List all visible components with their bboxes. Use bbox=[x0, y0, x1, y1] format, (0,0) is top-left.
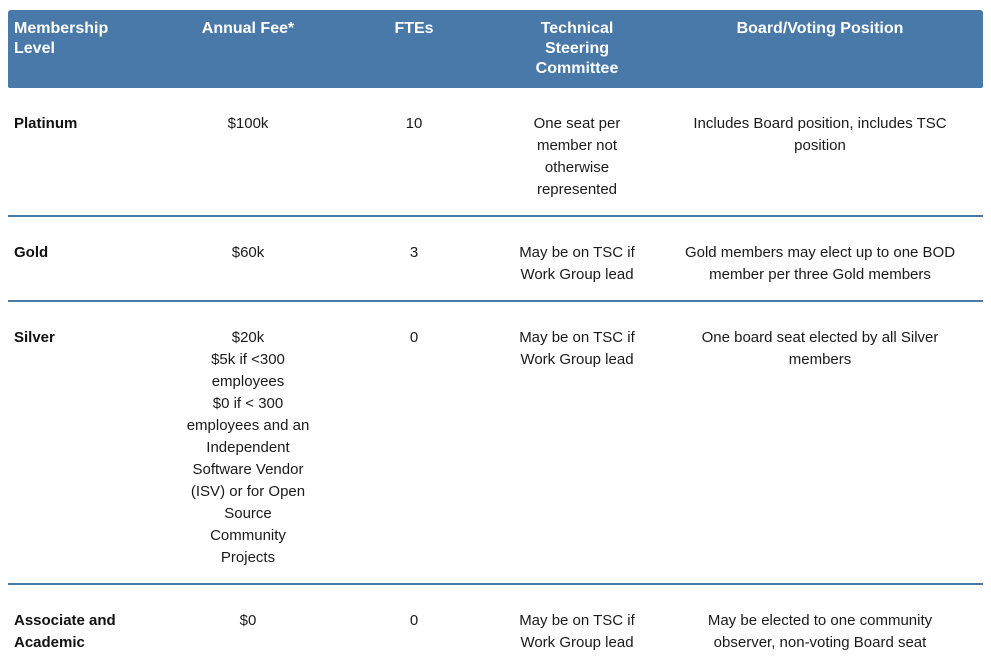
cell-board: Gold members may elect up to one BOD mem… bbox=[657, 217, 983, 302]
column-header-board-voting-position: Board/Voting Position bbox=[657, 10, 983, 88]
cell-ftes: 3 bbox=[331, 217, 497, 302]
cell-level: Associate and Academic bbox=[14, 612, 116, 651]
cell-fee: $0 bbox=[239, 612, 257, 629]
cell-board: One board seat elected by all Silver mem… bbox=[657, 302, 983, 585]
cell-tsc: One seat per member not otherwise repres… bbox=[497, 88, 657, 217]
membership-table: Membership Level Annual Fee* FTEs Techni… bbox=[8, 10, 983, 672]
cell-ftes: 10 bbox=[331, 88, 497, 217]
cell-level: Platinum bbox=[8, 88, 165, 217]
cell-board: May be elected to one community observer… bbox=[707, 612, 933, 651]
column-header-annual-fee: Annual Fee* bbox=[165, 10, 331, 88]
cell-tsc: May be on TSC if Work Group lead bbox=[519, 612, 635, 651]
table-row-platinum: Platinum $100k 10 One seat per member no… bbox=[8, 88, 983, 217]
cell-fee: $100k bbox=[165, 88, 331, 217]
column-header-ftes: FTEs bbox=[331, 10, 497, 88]
cell-fee: $20k $5k if <300 employees $0 if < 300 e… bbox=[165, 302, 331, 585]
cell-level: Silver bbox=[8, 302, 165, 585]
table-row-associate-and-academic: Associate and Academic $0 0 May be on TS… bbox=[8, 585, 983, 672]
table-row-silver: Silver $20k $5k if <300 employees $0 if … bbox=[8, 302, 983, 585]
cell-level: Gold bbox=[8, 217, 165, 302]
column-header-membership-level: Membership Level bbox=[8, 10, 165, 88]
cell-ftes: 0 bbox=[409, 612, 419, 629]
cell-board: Includes Board position, includes TSC po… bbox=[657, 88, 983, 217]
membership-table-container: Membership Level Annual Fee* FTEs Techni… bbox=[8, 10, 983, 672]
header-row: Membership Level Annual Fee* FTEs Techni… bbox=[8, 10, 983, 88]
cell-fee: $60k bbox=[165, 217, 331, 302]
cell-tsc: May be on TSC if Work Group lead bbox=[497, 217, 657, 302]
cell-tsc: May be on TSC if Work Group lead bbox=[497, 302, 657, 585]
table-row-gold: Gold $60k 3 May be on TSC if Work Group … bbox=[8, 217, 983, 302]
cell-ftes: 0 bbox=[331, 302, 497, 585]
column-header-technical-steering-committee: Technical Steering Committee bbox=[497, 10, 657, 88]
